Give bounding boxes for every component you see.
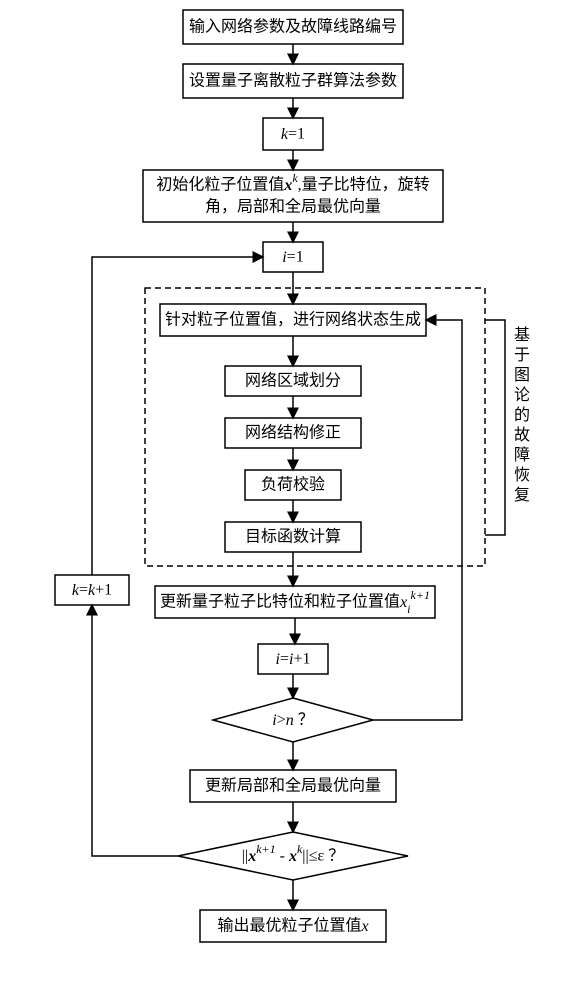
side-label-char-3: 论 (514, 386, 530, 404)
loop-side-label-line (485, 320, 505, 428)
label-n2: 设置量子离散粒子群算法参数 (189, 71, 397, 90)
side-label-char-6: 障 (514, 446, 530, 464)
loop-side-label-line2 (485, 428, 505, 535)
side-label-char-8: 复 (514, 486, 530, 504)
loop-d2-left-to-kpp-bottom (92, 605, 178, 856)
label-n3: k=1 (281, 126, 305, 143)
label-n5: i=1 (282, 249, 303, 266)
label-n12: i=i+1 (276, 651, 311, 668)
label-n14: 输出最优粒子位置值x (217, 917, 368, 935)
label-n10: 目标函数计算 (245, 527, 341, 546)
label-d1: i>n ？ (272, 712, 314, 729)
label-kpp: k=k+1 (72, 582, 112, 599)
side-label-char-1: 于 (514, 347, 530, 364)
side-label-char-4: 的 (514, 406, 530, 424)
label-n7: 网络区域划分 (245, 371, 341, 390)
label-n9: 负荷校验 (261, 476, 325, 494)
label-n6: 针对粒子位置值，进行网络状态生成 (165, 310, 421, 329)
side-label-char-5: 故 (514, 426, 530, 444)
loop-d1-right-up-to-n6 (373, 320, 462, 720)
label-n4-2: 角，局部和全局最优向量 (205, 198, 381, 216)
label-n1: 输入网络参数及故障线路编号 (189, 17, 397, 36)
side-label-char-7: 恢 (514, 466, 530, 484)
label-n8: 网络结构修正 (245, 423, 341, 442)
label-n13: 更新局部和全局最优向量 (205, 777, 381, 795)
side-label-char-0: 基 (514, 326, 530, 344)
side-label-char-2: 图 (514, 367, 530, 384)
